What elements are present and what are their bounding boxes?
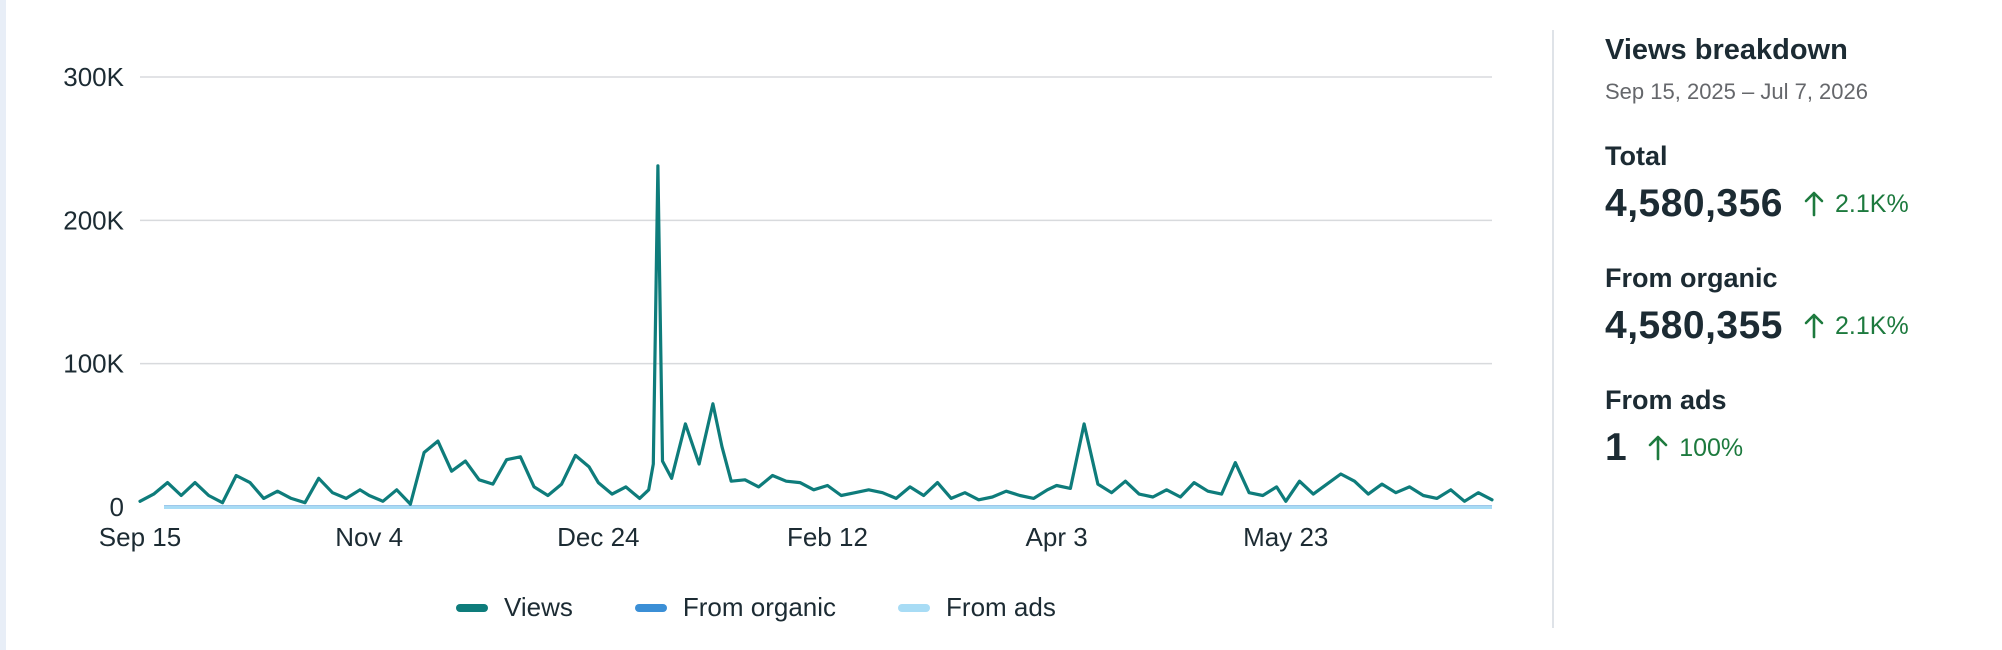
metric-from-ads: From ads 1 100% <box>1605 384 1985 472</box>
panel-title: Views breakdown <box>1605 34 1848 66</box>
x-tick-label: Dec 24 <box>557 522 639 552</box>
x-tick-label: May 23 <box>1243 522 1328 552</box>
metric-total: Total 4,580,356 2.1K% <box>1605 140 1985 228</box>
y-tick-label: 100K <box>63 349 124 379</box>
metric-change-total: 2.1K% <box>1803 190 1909 219</box>
legend-item-from-organic[interactable]: From organic <box>634 592 837 623</box>
metric-label-from-ads: From ads <box>1605 385 1727 415</box>
metric-value-from-organic: 4,580,355 <box>1605 304 1784 347</box>
metric-change-from-organic-text: 2.1K% <box>1835 311 1909 340</box>
legend-label-from-ads: From ads <box>946 592 1056 622</box>
panel-divider <box>1552 30 1554 628</box>
arrow-up-icon <box>1648 435 1668 461</box>
x-tick-label: Sep 15 <box>99 522 181 552</box>
metric-value-total: 4,580,356 <box>1605 182 1784 225</box>
metric-from-organic: From organic 4,580,355 2.1K% <box>1605 262 1985 350</box>
y-tick-label: 0 <box>110 492 124 522</box>
legend-label-from-organic: From organic <box>682 592 837 622</box>
legend-swatch-views <box>456 603 488 612</box>
panel-date-range: Sep 15, 2025 – Jul 7, 2026 <box>1605 79 1868 104</box>
y-tick-label: 300K <box>63 62 124 92</box>
views-chart-card: 300K 200K 100K 0 Sep 15 Nov 4 Dec 24 Feb 12 Apr … <box>6 0 2002 650</box>
metric-value-from-ads: 1 <box>1605 426 1628 469</box>
x-tick-label: Feb 12 <box>787 522 868 552</box>
legend-item-views[interactable]: Views <box>456 592 573 623</box>
metric-change-from-ads-text: 100% <box>1679 433 1744 462</box>
arrow-up-icon <box>1804 191 1824 217</box>
y-tick-label: 200K <box>63 205 124 235</box>
metric-label-from-organic: From organic <box>1605 263 1778 293</box>
series-line-views <box>138 164 1494 506</box>
x-tick-label: Apr 3 <box>1026 522 1088 552</box>
metric-change-from-organic: 2.1K% <box>1803 312 1909 341</box>
legend-swatch-from-organic <box>634 603 667 612</box>
x-tick-label: Nov 4 <box>335 522 403 552</box>
legend-label-views: Views <box>504 592 573 622</box>
legend-item-from-ads[interactable]: From ads <box>898 592 1056 623</box>
metric-label-total: Total <box>1605 141 1668 171</box>
chart-legend: Views From organic From ads <box>456 592 1056 623</box>
views-breakdown-panel: Views breakdown Sep 15, 2025 – Jul 7, 20… <box>1605 32 1985 472</box>
metric-change-total-text: 2.1K% <box>1835 189 1909 218</box>
metric-change-from-ads: 100% <box>1647 434 1743 463</box>
arrow-up-icon <box>1804 313 1824 339</box>
legend-swatch-from-ads <box>898 603 931 612</box>
